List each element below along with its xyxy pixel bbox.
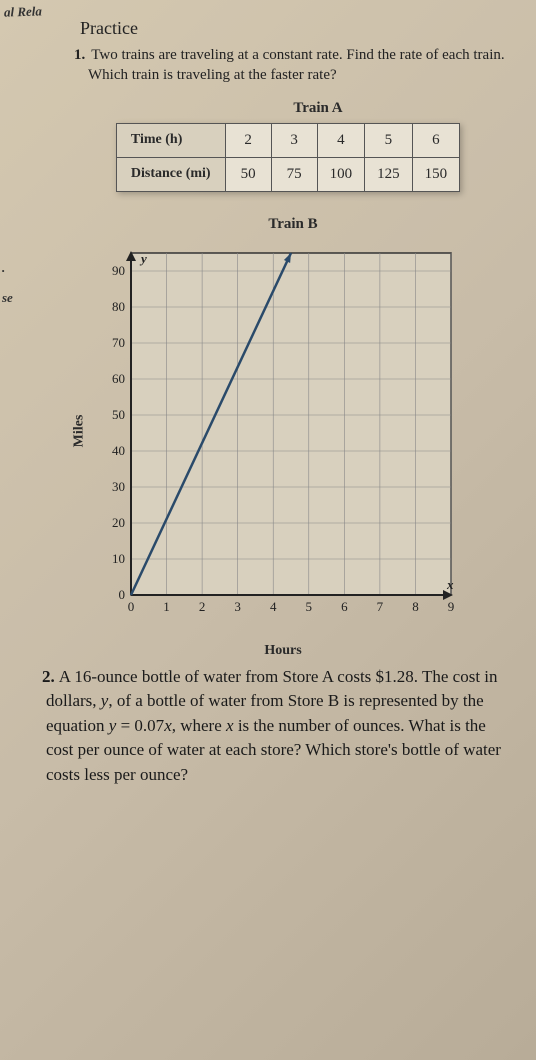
train-b-title: Train B bbox=[70, 216, 516, 233]
row-head-time: Time (h) bbox=[116, 123, 225, 157]
edge-left-se: se bbox=[2, 290, 13, 306]
svg-text:9: 9 bbox=[448, 599, 455, 614]
table-a: Time (h) 2 3 4 5 6 Distance (mi) 50 75 1… bbox=[116, 123, 460, 192]
cell: 3 bbox=[271, 123, 317, 157]
table-row: Time (h) 2 3 4 5 6 bbox=[116, 123, 459, 157]
svg-text:30: 30 bbox=[112, 479, 125, 494]
svg-text:40: 40 bbox=[112, 443, 125, 458]
practice-heading: Practice bbox=[80, 18, 516, 39]
chart-svg: yx01234567890102030405060708090 bbox=[93, 241, 473, 621]
table-a-wrap: Time (h) 2 3 4 5 6 Distance (mi) 50 75 1… bbox=[60, 123, 516, 192]
cell: 5 bbox=[365, 123, 413, 157]
svg-text:80: 80 bbox=[112, 299, 125, 314]
cell: 4 bbox=[317, 123, 365, 157]
svg-text:90: 90 bbox=[112, 263, 125, 278]
svg-text:4: 4 bbox=[270, 599, 277, 614]
train-a-title: Train A bbox=[120, 100, 516, 117]
svg-text:1: 1 bbox=[163, 599, 170, 614]
question-2: 2.A 16-ounce bottle of water from Store … bbox=[46, 665, 510, 788]
cell: 125 bbox=[365, 157, 413, 191]
svg-text:y: y bbox=[139, 251, 147, 266]
svg-text:0: 0 bbox=[119, 587, 126, 602]
svg-text:60: 60 bbox=[112, 371, 125, 386]
svg-text:2: 2 bbox=[199, 599, 206, 614]
cell: 100 bbox=[317, 157, 365, 191]
cell: 75 bbox=[271, 157, 317, 191]
cell: 150 bbox=[412, 157, 460, 191]
svg-text:3: 3 bbox=[234, 599, 241, 614]
svg-text:7: 7 bbox=[377, 599, 384, 614]
chart-b: Miles Hours yx01234567890102030405060708… bbox=[93, 241, 473, 621]
q2-text: A 16-ounce bottle of water from Store A … bbox=[46, 667, 501, 785]
q1-number: 1. bbox=[74, 47, 91, 63]
svg-text:0: 0 bbox=[128, 599, 135, 614]
svg-text:6: 6 bbox=[341, 599, 348, 614]
chart-ylabel: Miles bbox=[71, 414, 87, 447]
svg-text:70: 70 bbox=[112, 335, 125, 350]
q1-text: Two trains are traveling at a constant r… bbox=[88, 47, 505, 83]
q2-number: 2. bbox=[42, 667, 59, 686]
row-head-distance: Distance (mi) bbox=[116, 157, 225, 191]
edge-topleft: al Rela bbox=[4, 3, 42, 20]
svg-text:20: 20 bbox=[112, 515, 125, 530]
cell: 50 bbox=[225, 157, 271, 191]
chart-area: Miles Hours yx01234567890102030405060708… bbox=[50, 241, 516, 621]
svg-text:10: 10 bbox=[112, 551, 125, 566]
cell: 6 bbox=[412, 123, 460, 157]
svg-text:x: x bbox=[446, 577, 454, 592]
svg-text:5: 5 bbox=[306, 599, 313, 614]
table-row: Distance (mi) 50 75 100 125 150 bbox=[116, 157, 459, 191]
svg-text:8: 8 bbox=[412, 599, 419, 614]
edge-left-dot: . bbox=[2, 260, 5, 276]
question-1: 1.Two trains are traveling at a constant… bbox=[88, 45, 506, 86]
chart-xlabel: Hours bbox=[264, 643, 301, 659]
svg-text:50: 50 bbox=[112, 407, 125, 422]
cell: 2 bbox=[225, 123, 271, 157]
